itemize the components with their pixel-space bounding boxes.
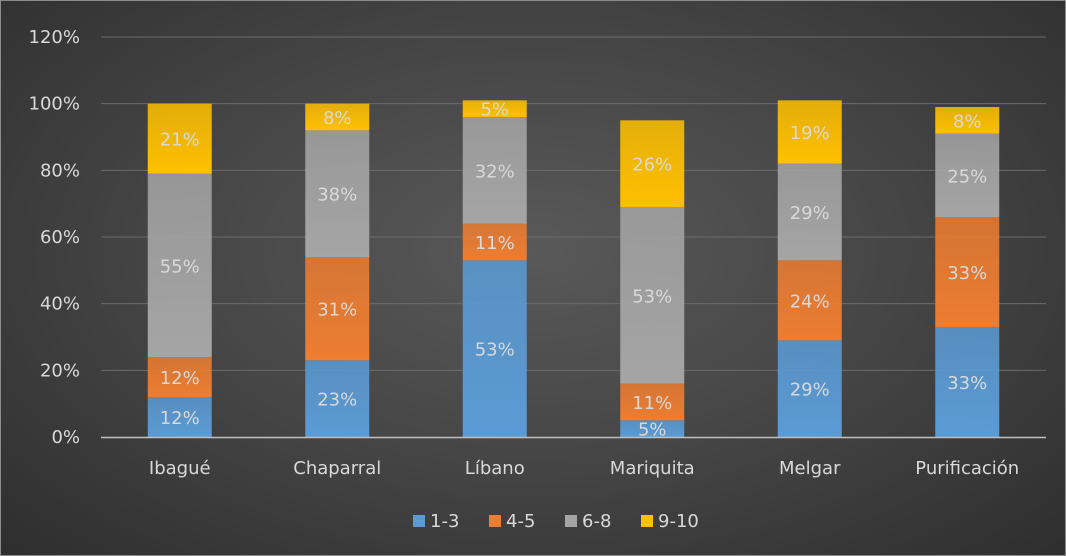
legend-swatch-4-5 — [489, 515, 501, 527]
x-category-label: Líbano — [465, 458, 525, 479]
x-category-label: Melgar — [779, 458, 841, 479]
bars — [147, 100, 1000, 437]
data-label: 12% — [160, 368, 200, 389]
data-label: 5% — [480, 100, 509, 121]
x-category-label: Purificación — [915, 458, 1019, 479]
x-axis: Ibagué Chaparral Líbano Mariquita Melgar Puri… — [101, 436, 1046, 479]
data-label: 33% — [947, 373, 987, 394]
bar-4-5-2 — [462, 223, 527, 261]
bar-4-5-0 — [147, 357, 212, 397]
bar-1-3-4 — [777, 340, 842, 437]
bar-9-10-0 — [147, 103, 212, 174]
bar-9-10-2 — [462, 100, 527, 117]
bar-1-3-2 — [462, 260, 527, 437]
legend-swatch-9-10 — [641, 515, 653, 527]
bar-9-10-4 — [777, 100, 842, 164]
data-label: 25% — [947, 166, 987, 187]
legend-label: 4-5 — [506, 511, 535, 532]
data-label: 21% — [160, 130, 200, 151]
bar-1-3-3 — [620, 420, 685, 437]
data-labels: 12% 12% 55% 21% 23% 31% 38% 8% 53% 11% 32% 5% 5% 11% 5… — [160, 100, 988, 441]
y-tick-label: 120% — [29, 27, 80, 48]
bar-6-8-4 — [777, 163, 842, 261]
data-label: 38% — [317, 185, 357, 206]
data-label: 12% — [160, 408, 200, 429]
data-label: 23% — [317, 390, 357, 411]
data-label: 8% — [323, 108, 352, 129]
bar-1-3-0 — [147, 397, 212, 437]
bar-4-5-3 — [620, 383, 685, 421]
data-label: 11% — [632, 393, 672, 414]
data-label: 19% — [790, 123, 830, 144]
bar-6-8-1 — [305, 130, 370, 257]
legend-label: 6-8 — [582, 511, 611, 532]
legend-label: 1-3 — [430, 511, 459, 532]
bar-4-5-4 — [777, 260, 842, 341]
bar-9-10-3 — [620, 120, 685, 207]
data-label: 8% — [953, 111, 982, 132]
y-tick-label: 0% — [51, 427, 80, 448]
data-label: 33% — [947, 263, 987, 284]
data-label: 53% — [475, 340, 515, 361]
data-label: 5% — [638, 420, 667, 441]
legend-swatch-6-8 — [565, 515, 577, 527]
x-category-label: Chaparral — [293, 458, 381, 479]
data-label: 55% — [160, 256, 200, 277]
data-label: 32% — [475, 161, 515, 182]
x-category-label: Mariquita — [610, 458, 695, 479]
legend-swatch-1-3 — [413, 515, 425, 527]
x-category-label: Ibagué — [149, 458, 211, 479]
y-tick-label: 40% — [40, 294, 80, 315]
bar-6-8-0 — [147, 173, 212, 357]
data-label: 29% — [790, 380, 830, 401]
y-tick-label: 80% — [40, 160, 80, 181]
data-label: 29% — [790, 203, 830, 224]
y-tick-label: 20% — [40, 360, 80, 381]
data-label: 11% — [475, 233, 515, 254]
data-label: 24% — [790, 291, 830, 312]
gridlines — [101, 36, 1046, 371]
bar-9-10-5 — [935, 107, 1000, 134]
bar-4-5-5 — [935, 217, 1000, 327]
bar-1-3-1 — [305, 360, 370, 437]
y-tick-label: 100% — [29, 94, 80, 115]
y-tick-label: 60% — [40, 227, 80, 248]
data-label: 31% — [317, 300, 357, 321]
legend-label: 9-10 — [658, 511, 699, 532]
bar-6-8-5 — [935, 133, 1000, 217]
data-label: 53% — [632, 286, 672, 307]
y-axis-ticks: 0% 20% 40% 60% 80% 100% 120% — [29, 27, 80, 448]
legend: 1-3 4-5 6-8 9-10 — [413, 511, 699, 532]
bar-6-8-3 — [620, 207, 685, 384]
data-label: 26% — [632, 155, 672, 176]
bar-9-10-1 — [305, 103, 370, 131]
bar-6-8-2 — [462, 117, 527, 224]
bar-1-3-5 — [935, 327, 1000, 437]
bar-4-5-1 — [305, 257, 370, 361]
